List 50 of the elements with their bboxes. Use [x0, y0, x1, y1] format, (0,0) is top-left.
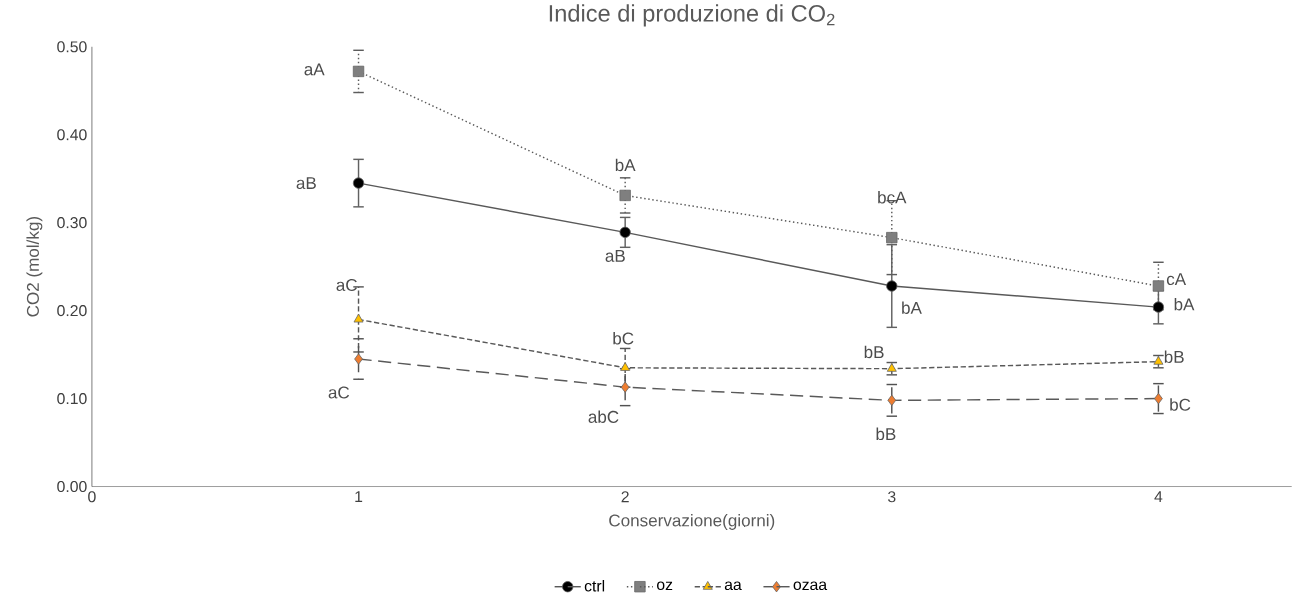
y-tick-label: 0.50: [57, 41, 87, 53]
point: [620, 362, 631, 372]
annotation: aA: [304, 63, 325, 76]
annotation: bA: [902, 301, 922, 315]
annotation: aB: [605, 250, 625, 263]
y-tick-label: 0.30: [57, 217, 87, 229]
annotation: bA: [1174, 298, 1195, 311]
x-tick-label: 3: [888, 491, 896, 503]
point: [352, 65, 365, 78]
y-tick-label: 0.20: [57, 305, 87, 317]
point: [619, 189, 631, 202]
point: [1153, 356, 1164, 365]
point: [887, 394, 897, 407]
x-tick-label: 4: [1154, 491, 1163, 503]
annotation: bB: [864, 345, 884, 359]
legend-label: ctrl: [584, 580, 605, 592]
annotation: bB: [1164, 350, 1184, 364]
annotation: bA: [615, 158, 636, 172]
point: [619, 226, 631, 239]
annotation: bC: [1170, 398, 1191, 411]
y-tick-label: 0.00: [57, 481, 87, 493]
y-tick-label: 0.40: [57, 129, 87, 141]
x-tick-label: 1: [355, 491, 363, 503]
x-tick-label: 2: [621, 491, 629, 503]
y-tick-label: 0.10: [57, 393, 87, 405]
point: [352, 177, 365, 189]
legend-label: aa: [724, 581, 742, 591]
point: [353, 313, 364, 323]
y-axis-title: CO2 (mol/kg): [26, 217, 43, 317]
annotation: aC: [336, 279, 357, 292]
point: [886, 363, 897, 372]
x-axis-title: Conservazione(giorni): [609, 514, 775, 531]
point: [1152, 301, 1165, 313]
point: [354, 353, 363, 365]
annotation: bC: [613, 332, 634, 345]
legend-label: oz: [657, 581, 673, 591]
annotation: abC: [588, 410, 619, 424]
annotation: aC: [328, 386, 350, 399]
annotation: bB: [876, 427, 896, 441]
annotation: aB: [296, 177, 316, 190]
point: [886, 280, 898, 292]
chart-title: Indice di produzione di CO$_{2}$: [549, 4, 835, 27]
point: [1154, 393, 1163, 405]
annotation: bcA: [878, 191, 907, 204]
point: [886, 232, 898, 244]
legend-label: ozaa: [793, 581, 828, 591]
x-tick-label: 0: [88, 491, 96, 503]
annotation: cA: [1166, 273, 1187, 286]
point: [620, 381, 630, 393]
point: [1152, 280, 1165, 292]
